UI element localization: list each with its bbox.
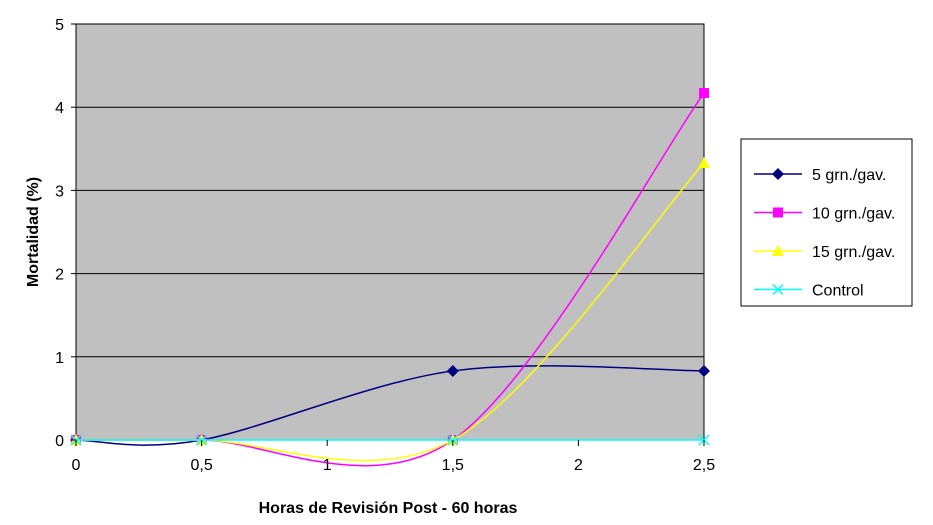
x-axis-title: Horas de Revisión Post - 60 horas xyxy=(259,500,518,517)
data-point-0-3 xyxy=(698,364,710,377)
data-point-2-3 xyxy=(698,156,710,168)
x-tick-label-2: 1 xyxy=(323,457,332,474)
legend-marker-2 xyxy=(772,245,784,256)
x-tick-label-1: 0,5 xyxy=(190,457,212,474)
x-tick-label-3: 1,5 xyxy=(442,457,464,474)
legend-label-3: Control xyxy=(812,283,864,300)
legend-box xyxy=(740,138,913,307)
y-tick-label-4: 4 xyxy=(55,100,64,117)
legend-label-0: 5 grn./gav. xyxy=(812,167,886,184)
y-tick-label-1: 1 xyxy=(55,350,64,367)
y-tick-label-0: 0 xyxy=(55,433,64,450)
y-tick-label-3: 3 xyxy=(55,183,64,200)
legend-item-2: 15 grn./gav. xyxy=(754,244,895,261)
legend-label-1: 10 grn./gav. xyxy=(812,206,895,223)
y-axis-title: Mortalidad (%) xyxy=(25,177,42,287)
legend: 5 grn./gav. 10 grn./gav. 15 grn./gav. Contr… xyxy=(740,138,913,307)
legend-label-2: 15 grn./gav. xyxy=(812,244,895,261)
x-tick-label-0: 0 xyxy=(72,457,81,474)
legend-marker-0 xyxy=(772,168,784,180)
legend-item-1: 10 grn./gav. xyxy=(754,206,895,223)
data-point-1-3 xyxy=(699,88,709,99)
x-tick-label-4: 2 xyxy=(574,457,583,474)
legend-item-3: Control xyxy=(754,283,864,300)
x-tick-label-5: 2,5 xyxy=(693,457,715,474)
plot-area xyxy=(76,24,704,440)
series-line-0 xyxy=(75,365,705,446)
y-tick-label-5: 5 xyxy=(55,17,64,34)
data-point-0-2 xyxy=(446,364,459,377)
legend-item-0: 5 grn./gav. xyxy=(754,167,886,184)
legend-marker-1 xyxy=(773,207,783,218)
legend-marker-3 xyxy=(772,283,784,296)
y-tick-label-2: 2 xyxy=(55,267,64,284)
